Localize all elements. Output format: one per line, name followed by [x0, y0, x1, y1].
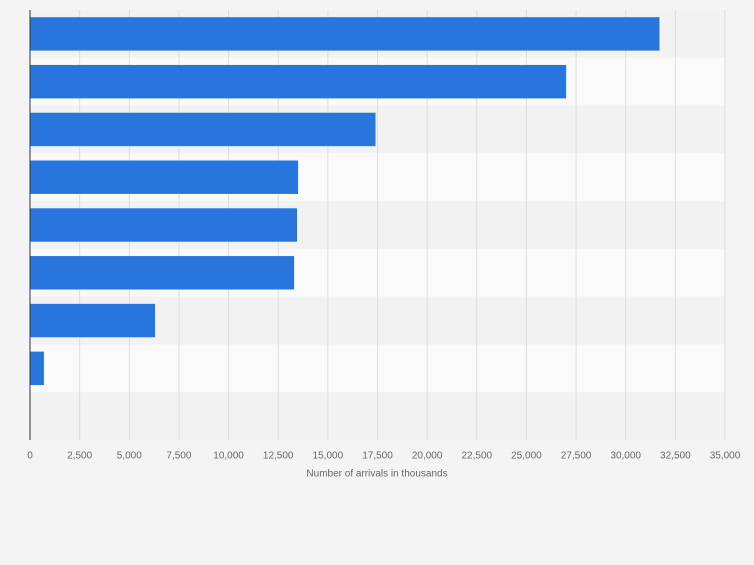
bar	[30, 256, 295, 290]
x-tick-label: 17,500	[362, 451, 393, 462]
x-tick-label: 10,000	[213, 451, 244, 462]
x-tick-label: 12,500	[263, 451, 294, 462]
bar	[30, 17, 660, 51]
x-tick-label: 25,000	[511, 451, 542, 462]
x-tick-label: 30,000	[610, 451, 641, 462]
bar	[30, 160, 299, 194]
x-tick-label: 22,500	[461, 451, 492, 462]
x-tick-label: 2,500	[67, 451, 92, 462]
x-tick-label: 32,500	[660, 451, 691, 462]
x-axis-title: Number of arrivals in thousands	[306, 469, 447, 480]
bar	[30, 112, 376, 147]
bar	[30, 351, 44, 386]
bar	[30, 64, 567, 99]
x-tick-label: 20,000	[412, 451, 443, 462]
x-tick-label: 0	[27, 451, 33, 462]
bar	[30, 303, 156, 338]
x-tick-label: 35,000	[710, 451, 741, 462]
x-tick-label: 15,000	[313, 451, 344, 462]
x-tick-label: 7,500	[166, 451, 191, 462]
x-tick-label: 27,500	[561, 451, 592, 462]
bar	[30, 208, 298, 242]
x-tick-label: 5,000	[117, 451, 142, 462]
